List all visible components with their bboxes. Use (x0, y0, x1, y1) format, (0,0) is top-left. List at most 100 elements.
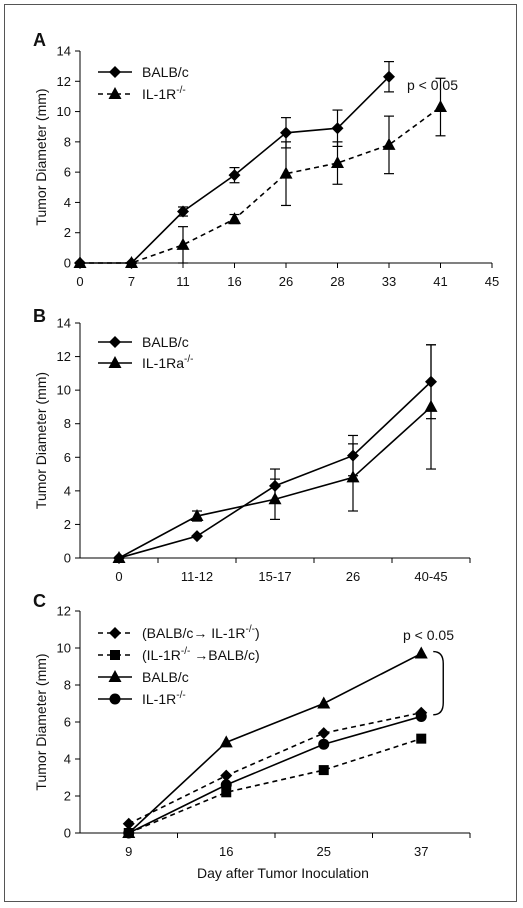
series-line (128, 711, 422, 825)
x-tick-label: 45 (485, 274, 499, 289)
x-tick-label: 25 (317, 844, 331, 859)
data-point (346, 470, 360, 483)
legend-label-name: BALB/c (142, 334, 189, 350)
x-tick-label: 16 (227, 274, 241, 289)
series-1: IL-1Ra-/- (98, 344, 438, 563)
legend-label: (BALB/c→ IL-1R-/-) (142, 624, 260, 641)
data-point (382, 137, 396, 150)
data-point (331, 122, 344, 135)
data-point (177, 205, 189, 218)
x-tick-label: 0 (76, 274, 83, 289)
y-tick-label: 6 (64, 165, 71, 180)
data-point (317, 727, 330, 740)
series-2: BALB/c (98, 646, 428, 838)
data-point (318, 738, 330, 750)
panel-c: C 0 2 4 6 8 10 12 9 16 25 37 Tumor Diameter (mm) Day … (33, 591, 471, 881)
y-tick-label: 12 (57, 349, 71, 364)
legend-label-superscript: -/- (181, 646, 190, 657)
data-point (190, 509, 204, 522)
x-axis-title: Day after Tumor Inoculation (197, 865, 369, 881)
data-point (424, 399, 438, 412)
data-point (220, 779, 232, 791)
data-point (414, 646, 428, 659)
p-value-annotation: p < 0.05 (407, 77, 458, 93)
y-tick-label: 4 (64, 483, 71, 498)
legend-marker (108, 87, 122, 99)
legend-label-superscript: -/- (184, 354, 193, 365)
data-point (268, 492, 282, 505)
x-tick-label: 28 (330, 274, 344, 289)
legend-label: IL-1R-/- (142, 690, 186, 707)
y-tick-label: 10 (57, 383, 71, 398)
x-tick-label: 0 (115, 569, 122, 584)
data-point (112, 551, 126, 563)
y-axis-title: Tumor Diameter (mm) (33, 372, 49, 509)
data-point (123, 827, 135, 839)
data-point (280, 126, 292, 139)
y-tick-label: 2 (64, 517, 71, 532)
panel-letter: A (33, 30, 46, 50)
legend-marker (110, 650, 120, 660)
y-tick-label: 8 (64, 678, 71, 693)
legend-marker (109, 627, 121, 639)
legend-label-name: (BALB/c→ IL-1R (142, 625, 245, 641)
x-tick-label: 37 (414, 844, 428, 859)
data-point (318, 765, 329, 776)
y-axis-title: Tumor Diameter (mm) (33, 653, 49, 790)
legend-label: BALB/c (142, 669, 189, 685)
legend-marker (109, 336, 121, 348)
x-tick-label: 33 (382, 274, 396, 289)
data-point (331, 156, 344, 169)
legend-label: BALB/c (142, 334, 189, 350)
x-tick-label: 11-12 (181, 569, 213, 584)
legend-label: (IL-1R-/- →BALB/c) (142, 646, 260, 663)
panel-b: B 0 2 4 6 8 10 12 14 0 11-12 15-17 26 40-45 Tumor Diam… (33, 306, 471, 584)
series-line (128, 737, 422, 834)
legend-marker (109, 66, 121, 78)
y-tick-label: 0 (64, 551, 71, 566)
series-3: IL-1R-/- (98, 690, 427, 839)
series-line (128, 652, 422, 834)
legend-label-name: IL-1Ra (142, 355, 184, 371)
significance-bracket (433, 650, 444, 716)
panel-a: A 0 2 4 6 8 10 12 14 0 7 11 16 26 28 33 41 45 Tumor Diamet… (33, 30, 499, 289)
x-tick-label: 9 (125, 844, 132, 859)
data-point (191, 530, 203, 543)
data-point (317, 696, 331, 709)
y-tick-label: 10 (57, 641, 71, 656)
y-tick-label: 12 (57, 74, 71, 89)
legend-label: BALB/c (142, 64, 189, 80)
legend-label-name: (IL-1R (142, 647, 181, 663)
series-0: BALB/c (74, 60, 395, 269)
data-point (279, 166, 293, 179)
legend-label-suffix: →BALB/c) (190, 647, 259, 663)
legend-label-name: BALB/c (142, 64, 189, 80)
legend-marker (109, 693, 121, 705)
legend-label-name: IL-1R (142, 86, 176, 102)
panel-letter: C (33, 591, 46, 611)
legend-label: IL-1R-/- (142, 85, 186, 102)
y-tick-label: 4 (64, 195, 71, 210)
data-point (228, 169, 241, 182)
y-tick-label: 14 (57, 316, 71, 331)
y-tick-label: 0 (64, 256, 71, 271)
p-value-annotation: p < 0.05 (403, 627, 454, 643)
y-tick-label: 12 (57, 604, 71, 619)
series-line (80, 106, 441, 264)
legend-label-name: IL-1R (142, 691, 176, 707)
legend-marker (108, 670, 122, 682)
data-point (228, 212, 241, 225)
data-point (122, 817, 135, 830)
x-tick-label: 16 (219, 844, 233, 859)
data-point (416, 733, 427, 744)
data-point (415, 710, 427, 722)
x-tick-label: 26 (346, 569, 360, 584)
legend-label-superscript: -/- (176, 690, 185, 701)
x-tick-label: 15-17 (258, 569, 291, 584)
y-tick-label: 6 (64, 450, 71, 465)
y-tick-label: 14 (57, 44, 71, 59)
legend-label-name: BALB/c (142, 669, 189, 685)
x-tick-label: 11 (176, 274, 190, 289)
data-point (176, 237, 190, 250)
data-point (125, 256, 138, 268)
